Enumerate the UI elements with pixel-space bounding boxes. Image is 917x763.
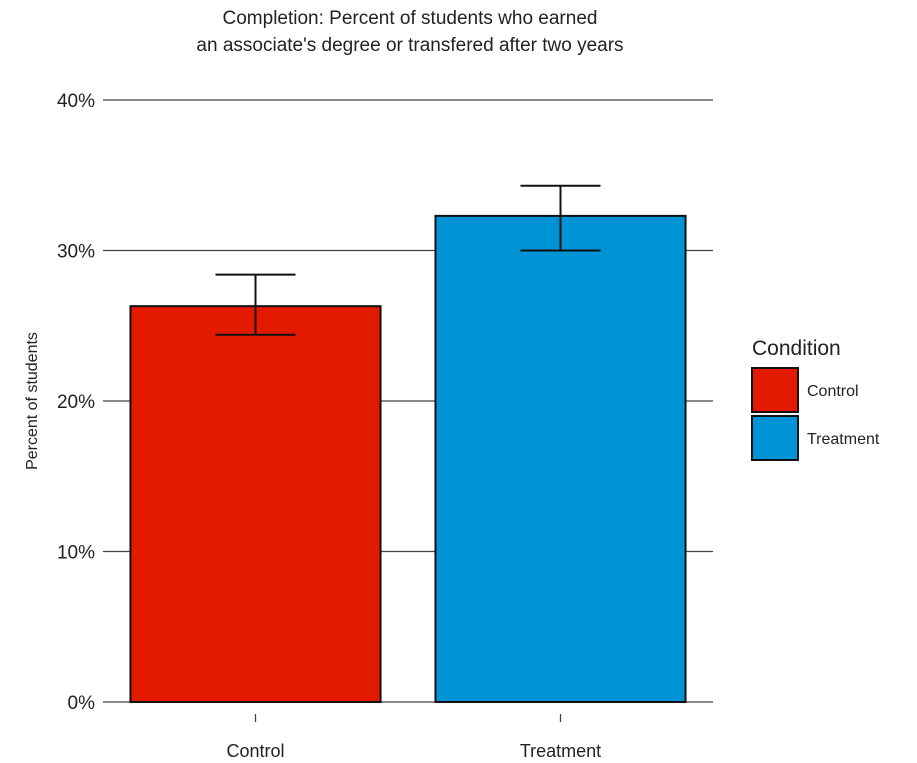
y-tick-label: 30% xyxy=(57,242,95,263)
x-tick-label: Control xyxy=(226,741,284,761)
chart-title-line-1: Completion: Percent of students who earn… xyxy=(223,8,598,29)
error-bars xyxy=(215,184,601,336)
error-bar-treatment xyxy=(520,184,601,252)
x-tick-label: Treatment xyxy=(520,741,601,761)
y-tick-label: 40% xyxy=(57,91,95,112)
legend-label-treatment: Treatment xyxy=(807,431,880,448)
x-axis-ticks: Control Treatment xyxy=(226,714,601,761)
legend: Condition Control Treatment xyxy=(751,337,880,461)
legend-title: Condition xyxy=(752,337,841,360)
y-axis-label: Percent of students xyxy=(24,332,41,470)
legend-swatch-control xyxy=(751,367,799,413)
y-tick-label: 10% xyxy=(57,543,95,564)
bars xyxy=(129,214,687,703)
legend-swatch-treatment xyxy=(751,415,799,461)
error-bar-control xyxy=(215,273,296,336)
bar-treatment xyxy=(434,214,687,703)
chart-title-line-2: an associate's degree or transfered afte… xyxy=(196,35,623,56)
y-axis-ticks: 0% 10% 20% 30% 40% xyxy=(57,91,95,714)
y-tick-label: 20% xyxy=(57,392,95,413)
legend-label-control: Control xyxy=(807,383,859,400)
bar-control xyxy=(129,305,382,703)
chart-title: Completion: Percent of students who earn… xyxy=(196,8,623,56)
y-tick-label: 0% xyxy=(68,693,96,714)
